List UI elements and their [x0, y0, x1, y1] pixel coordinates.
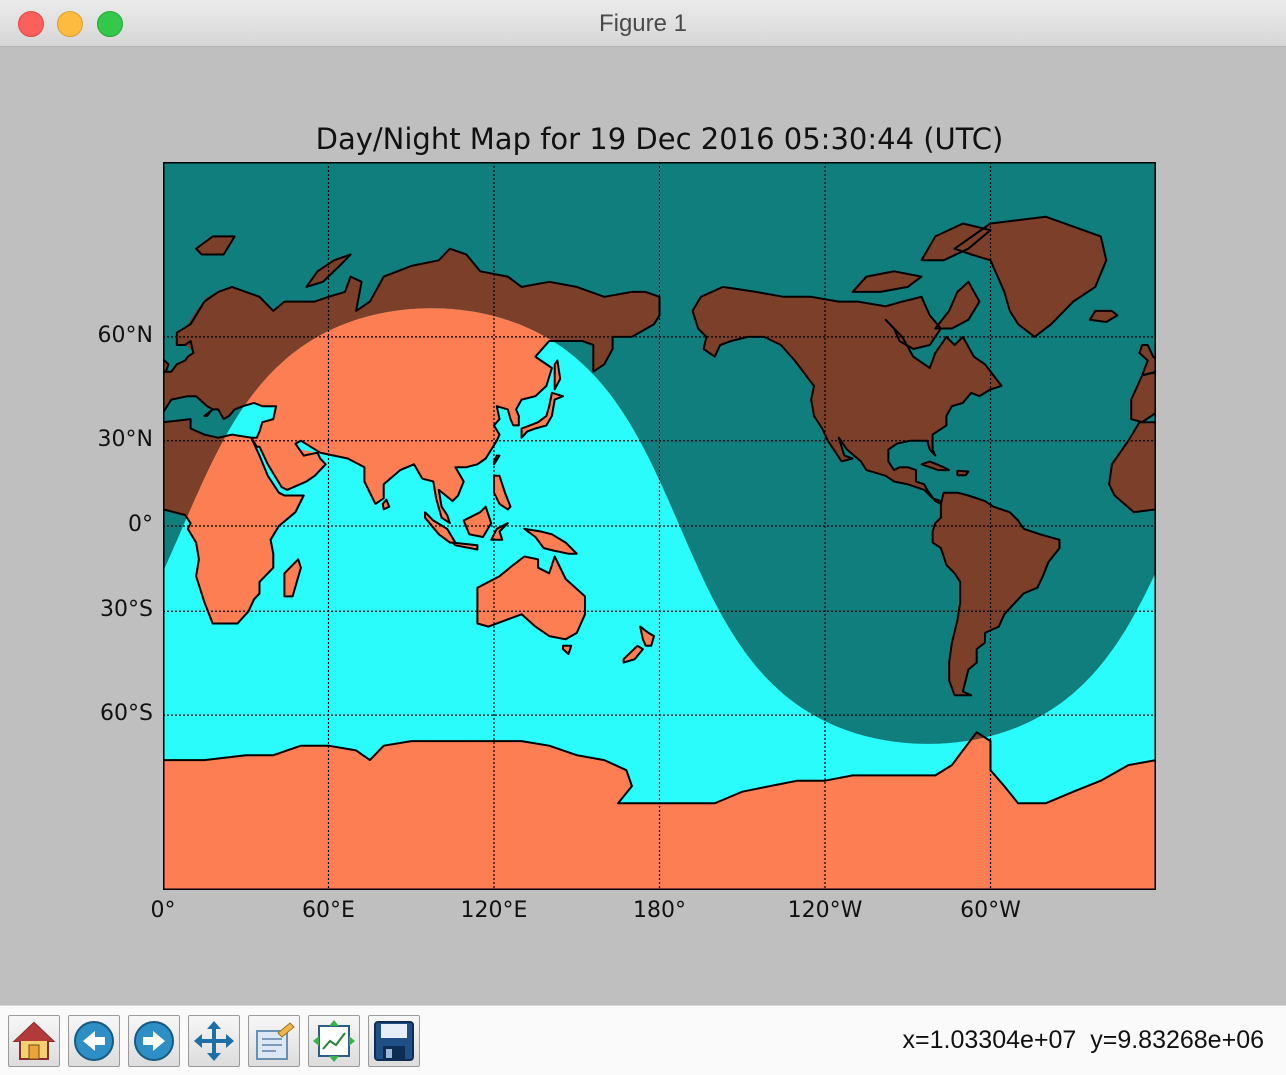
- arrow-left-icon: [74, 1021, 114, 1061]
- x-tick-label: 120°W: [787, 898, 863, 923]
- coastline-nz-south: [622, 644, 644, 664]
- coastline-canada-arctic: [851, 270, 923, 293]
- cursor-coordinates: x=1.03304e+07 y=9.83268e+06: [902, 1026, 1264, 1054]
- landmass-sakhalin: [554, 360, 561, 390]
- coastline-south-america: [931, 491, 1061, 697]
- home-icon: [12, 1021, 56, 1060]
- coastline-svalbard: [195, 235, 236, 256]
- y-tick-label: 30°N: [97, 426, 153, 452]
- forward-button[interactable]: [128, 1015, 180, 1067]
- y-tick-label: 0°: [128, 512, 153, 537]
- back-button[interactable]: [68, 1015, 120, 1067]
- coastline-eurasia: [163, 247, 661, 525]
- pan-button[interactable]: [188, 1015, 240, 1067]
- coastline-iceland: [1088, 309, 1119, 323]
- landmass-australia: [477, 556, 585, 640]
- coastline-baffin: [934, 280, 981, 330]
- close-window-button[interactable]: [18, 11, 44, 37]
- coastline-nz-north: [639, 625, 655, 647]
- coastline-madagascar: [283, 558, 302, 598]
- coastline-north-america: [691, 285, 1003, 505]
- coastline-sakhalin: [553, 359, 562, 391]
- arrow-right-icon: [134, 1021, 174, 1061]
- coastline-java: [451, 541, 479, 551]
- landmass-baffin: [935, 281, 980, 329]
- configure-subplots-button[interactable]: [308, 1015, 360, 1067]
- minimize-window-button[interactable]: [57, 11, 83, 37]
- x-tick-label: 60°E: [302, 898, 355, 923]
- coastline-africa: [163, 418, 305, 625]
- move-arrows-icon: [194, 1021, 234, 1061]
- map-frame: [163, 162, 1156, 890]
- landmass-madagascar: [284, 559, 301, 597]
- landmass-north-america: [692, 286, 1002, 504]
- x-tick-label: 180°: [633, 898, 686, 923]
- coastline-borneo: [462, 505, 493, 538]
- coastline-tasmania: [562, 644, 573, 656]
- coastline-britain: [163, 357, 170, 374]
- save-button[interactable]: [368, 1015, 420, 1067]
- coastline-hispaniola: [956, 469, 970, 477]
- coastline-sri-lanka: [381, 498, 391, 511]
- landmass-south-america: [932, 492, 1060, 696]
- coastline-antarctica: [163, 731, 1156, 890]
- home-button[interactable]: [8, 1015, 60, 1067]
- title-bar: Figure 1: [0, 0, 1286, 47]
- landmass-greenland: [954, 216, 1107, 337]
- coastline-britain: [1138, 344, 1156, 377]
- y-tick-label: 60°N: [97, 322, 153, 348]
- coastline-greenland: [953, 215, 1108, 338]
- graticule: [163, 162, 1156, 890]
- coastline-australia: [476, 555, 586, 641]
- x-tick-label: 60°W: [960, 898, 1021, 923]
- floppy-disk-icon: [374, 1021, 414, 1061]
- day-night-map[interactable]: [163, 162, 1156, 890]
- landmass-ellesmere: [921, 223, 991, 261]
- landmass-arabia-fill: [259, 434, 326, 488]
- subplots-icon: [313, 1020, 355, 1062]
- zoom-rect-icon: [256, 1022, 295, 1060]
- landmass-scandinavia-fill: [176, 286, 246, 353]
- y-tick-label: 30°S: [100, 597, 153, 623]
- zoom-button[interactable]: [248, 1015, 300, 1067]
- coastline-novaya: [305, 253, 352, 288]
- window-title: Figure 1: [598, 10, 688, 37]
- landmass-japan: [521, 392, 563, 438]
- x-tick-label: 0°: [150, 898, 176, 923]
- coastline-cuba: [920, 460, 951, 472]
- landmass-svalbard: [196, 236, 235, 255]
- landmass-nz-south: [623, 645, 643, 663]
- navigation-toolbar: x=1.03304e+07 y=9.83268e+06: [0, 1005, 1286, 1075]
- landmass-borneo: [463, 506, 492, 537]
- landmass-sumatra: [425, 512, 456, 543]
- coastline-philippines: [493, 474, 512, 511]
- coastline-sulawesi: [490, 522, 509, 541]
- landmass-cuba: [921, 461, 950, 471]
- coastline-japan: [520, 391, 564, 439]
- y-tick-label: 60°S: [100, 701, 153, 727]
- landmass-new-guinea: [524, 528, 577, 554]
- maximize-window-button[interactable]: [97, 11, 123, 37]
- coastline-new-guinea: [523, 527, 578, 555]
- plot-title: Day/Night Map for 19 Dec 2016 05:30:44 (…: [315, 122, 1004, 156]
- x-tick-label: 120°E: [460, 898, 528, 923]
